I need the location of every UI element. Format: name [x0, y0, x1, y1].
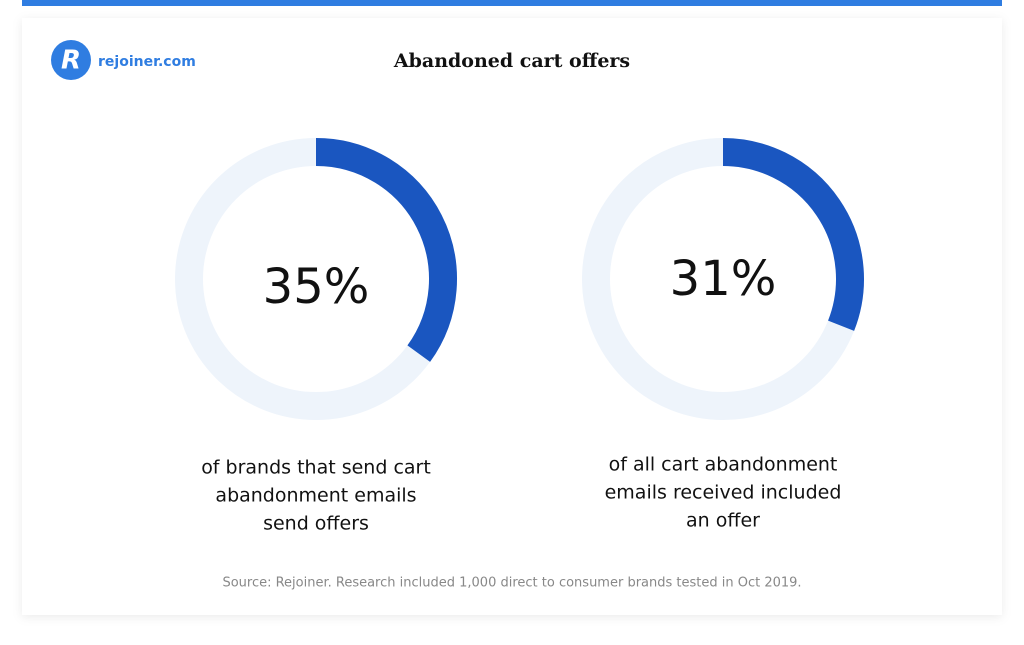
chart-title: Abandoned cart offers [393, 50, 630, 72]
donut-arc [722, 138, 864, 331]
caption-line: an offer [686, 510, 760, 532]
caption-line: of all cart abandonment [609, 454, 838, 476]
logo-icon [51, 40, 91, 80]
logo-text: rejoiner.com [98, 54, 196, 70]
logo-letter: R [61, 46, 81, 76]
source: Source: Rejoiner. Research included 1,00… [222, 576, 801, 591]
top-bar [22, 0, 1002, 6]
value-label: 31% [670, 251, 777, 307]
caption-line: abandonment emails [215, 485, 416, 507]
caption-line: of brands that send cart [201, 457, 431, 479]
value-label: 35% [263, 259, 370, 315]
donut-arc [315, 138, 457, 362]
caption-line: send offers [263, 513, 369, 535]
caption-line: emails received included [605, 482, 842, 504]
